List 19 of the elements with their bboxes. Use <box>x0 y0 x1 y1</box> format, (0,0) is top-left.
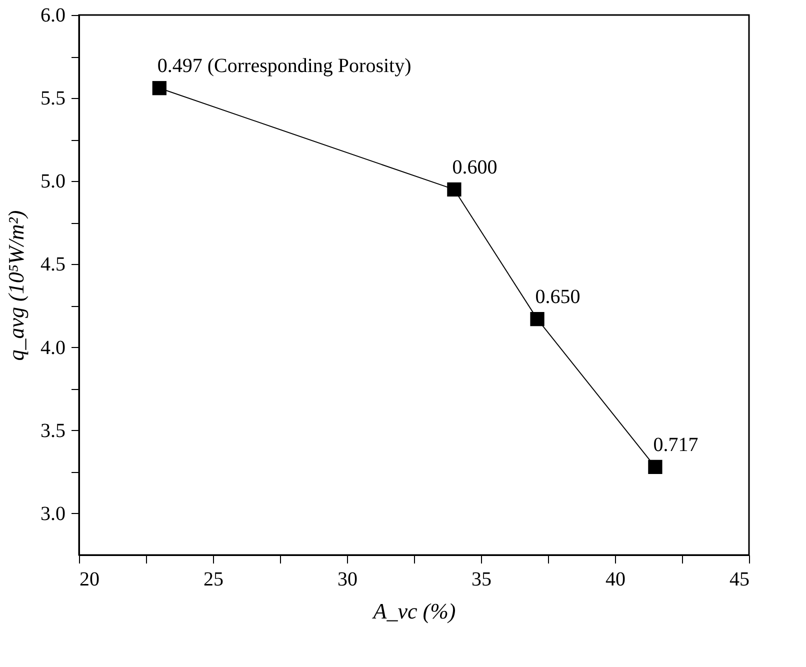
x-tick-label: 30 <box>338 568 358 590</box>
y-tick-label: 4.5 <box>40 254 66 276</box>
x-axis-title: A_vc (%) <box>371 598 456 624</box>
x-tick-label: 25 <box>204 568 224 590</box>
y-tick-label: 3.0 <box>40 502 66 525</box>
y-tick-label: 3.5 <box>40 420 66 442</box>
y-axis-title: q_avg (10⁵W/m²) <box>4 210 28 361</box>
x-tick-label: 40 <box>606 568 626 590</box>
y-tick-label: 5.0 <box>40 170 66 193</box>
y-tick-label: 6.0 <box>40 4 66 26</box>
x-tick-label: 35 <box>472 568 492 590</box>
x-tick-label: 20 <box>80 568 100 590</box>
annotation: 0.600 <box>452 156 498 178</box>
y-tick-label: 5.5 <box>40 88 66 110</box>
x-tick-label: 45 <box>730 568 750 590</box>
annotation: 0.717 <box>653 434 698 456</box>
y-tick-label: 4.0 <box>40 336 66 359</box>
annotation: 0.650 <box>535 286 580 308</box>
annotation: 0.497 (Corresponding Porosity) <box>157 55 412 78</box>
